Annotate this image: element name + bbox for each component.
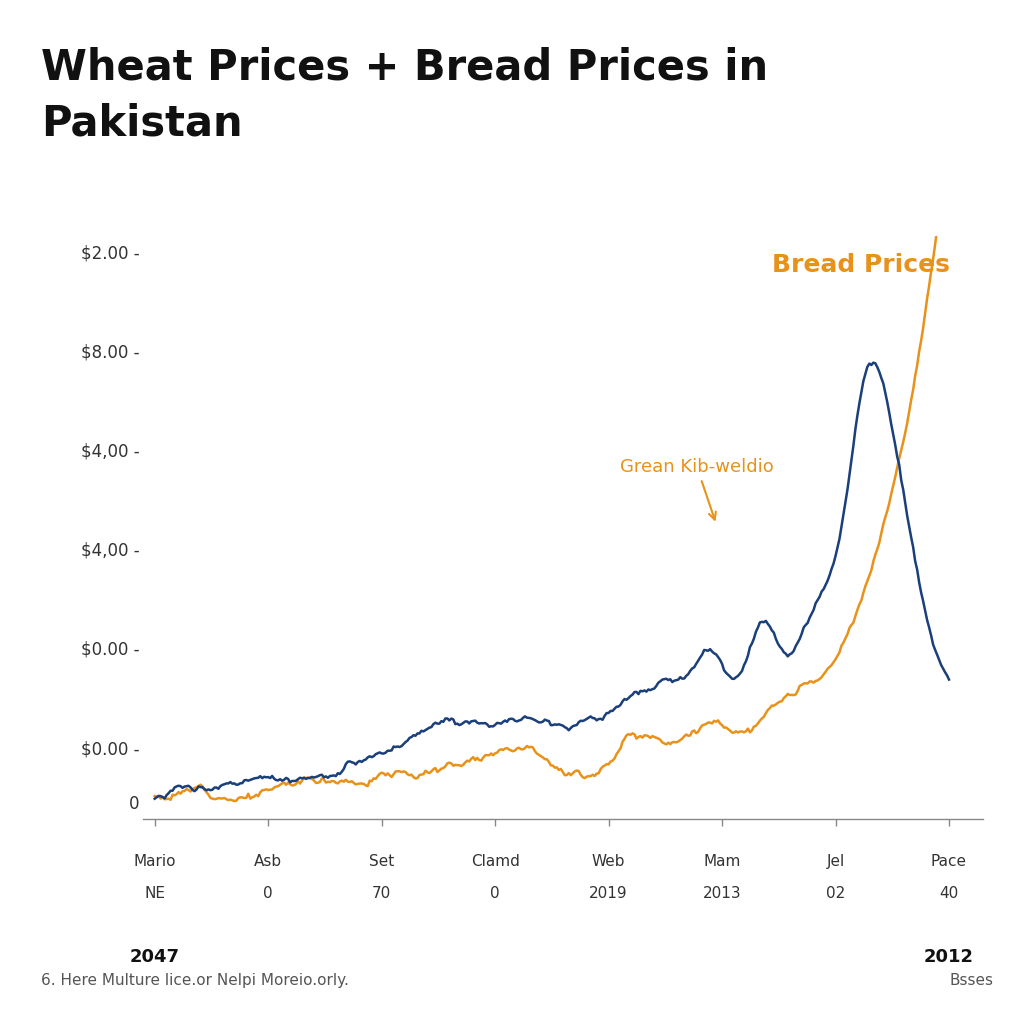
Text: Web: Web — [592, 854, 626, 869]
Text: 0: 0 — [263, 887, 273, 901]
Text: Grean Kib-weldio: Grean Kib-weldio — [620, 458, 774, 519]
Text: Mam: Mam — [703, 854, 740, 869]
Text: $0.00 -: $0.00 - — [81, 641, 139, 658]
Text: Pakistan: Pakistan — [41, 102, 243, 144]
Text: Wheat Prices + Bread Prices in: Wheat Prices + Bread Prices in — [41, 46, 768, 88]
Text: $0.00 -: $0.00 - — [81, 740, 139, 758]
Text: Jel: Jel — [826, 854, 845, 869]
Text: 40: 40 — [939, 887, 958, 901]
Text: Clamd: Clamd — [471, 854, 519, 869]
Text: 70: 70 — [372, 887, 391, 901]
Text: Bsses: Bsses — [949, 973, 993, 988]
Text: 02: 02 — [826, 887, 845, 901]
Text: 0: 0 — [129, 796, 139, 813]
Text: $2.00 -: $2.00 - — [81, 244, 139, 262]
Text: 6. Here Multure lice.or Nelpi Moreio.orly.: 6. Here Multure lice.or Nelpi Moreio.orl… — [41, 973, 349, 988]
Text: $4,00 -: $4,00 - — [81, 542, 139, 560]
Text: Mario: Mario — [133, 854, 176, 869]
Text: NE: NE — [144, 887, 165, 901]
Text: Bread Prices: Bread Prices — [771, 253, 949, 278]
Text: 2019: 2019 — [589, 887, 628, 901]
Text: Asb: Asb — [254, 854, 283, 869]
Text: 0: 0 — [490, 887, 500, 901]
Text: 2047: 2047 — [130, 947, 179, 966]
Text: Pace: Pace — [931, 854, 967, 869]
Text: $8.00 -: $8.00 - — [81, 343, 139, 361]
Text: Set: Set — [369, 854, 394, 869]
Text: 2012: 2012 — [924, 947, 974, 966]
Text: $4,00 -: $4,00 - — [81, 442, 139, 461]
Text: 2013: 2013 — [702, 887, 741, 901]
